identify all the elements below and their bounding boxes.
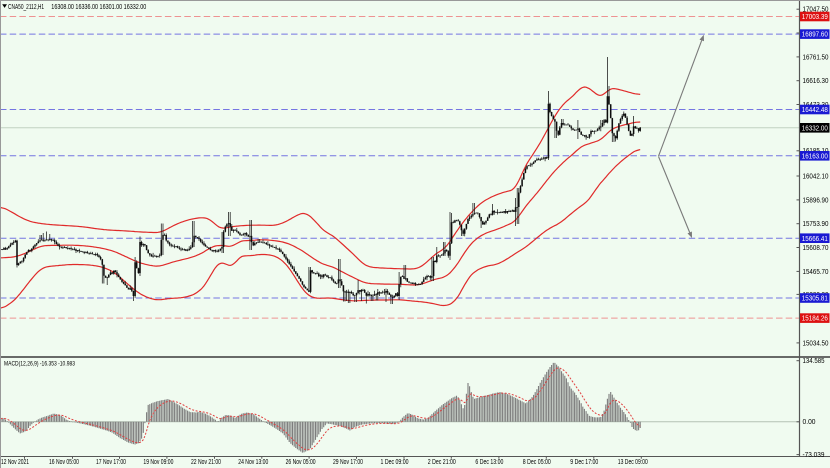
svg-text:8 Dec 05:00: 8 Dec 05:00 [523,459,551,466]
svg-text:16761.50: 16761.50 [803,54,829,61]
svg-text:17 Nov 17:00: 17 Nov 17:00 [96,459,126,466]
svg-text:CNA50_2112,H1: CNA50_2112,H1 [8,4,44,11]
svg-text:15666.41: 15666.41 [802,236,828,243]
svg-text:29 Nov 17:00: 29 Nov 17:00 [333,459,363,466]
svg-text:1 Dec 09:00: 1 Dec 09:00 [381,459,409,466]
svg-text:13 Dec 09:00: 13 Dec 09:00 [618,459,648,466]
svg-text:15305.81: 15305.81 [802,296,828,303]
svg-text:16 Nov 05:00: 16 Nov 05:00 [49,459,79,466]
svg-text:134.585: 134.585 [803,358,825,365]
svg-text:17003.39: 17003.39 [802,14,828,21]
svg-text:26 Nov 05:00: 26 Nov 05:00 [286,459,316,466]
svg-text:16897.60: 16897.60 [802,32,828,39]
svg-text:22 Nov 21:00: 22 Nov 21:00 [191,459,221,466]
svg-text:15608.70: 15608.70 [803,245,829,252]
svg-text:16332.00: 16332.00 [802,125,828,132]
svg-text:24 Nov 13:00: 24 Nov 13:00 [238,459,268,466]
svg-text:15465.70: 15465.70 [803,269,829,276]
svg-text:15896.90: 15896.90 [803,197,829,204]
svg-text:9 Dec 17:00: 9 Dec 17:00 [570,459,598,466]
svg-text:12 Nov 2021: 12 Nov 2021 [1,459,29,466]
svg-text:19 Nov 09:00: 19 Nov 09:00 [143,459,173,466]
svg-text:16042.10: 16042.10 [803,173,829,180]
svg-text:2 Dec 21:00: 2 Dec 21:00 [428,459,456,466]
svg-text:0.00: 0.00 [803,419,816,426]
svg-text:16442.48: 16442.48 [802,107,828,114]
svg-text:16616.30: 16616.30 [803,78,829,85]
svg-text:16163.00: 16163.00 [802,153,828,160]
svg-text:17047.50: 17047.50 [803,7,829,14]
svg-text:15753.90: 15753.90 [803,221,829,228]
svg-text:15034.50: 15034.50 [803,340,829,347]
svg-text:16308.00 16336.00 16301.00 163: 16308.00 16336.00 16301.00 16332.00 [51,4,146,11]
svg-text:MACD(12,26,9) -16.353 -10.983: MACD(12,26,9) -16.353 -10.983 [4,361,75,368]
svg-text:15184.26: 15184.26 [802,316,828,323]
svg-text:6 Dec 13:00: 6 Dec 13:00 [475,459,503,466]
svg-text:-73.039: -73.039 [803,452,825,459]
